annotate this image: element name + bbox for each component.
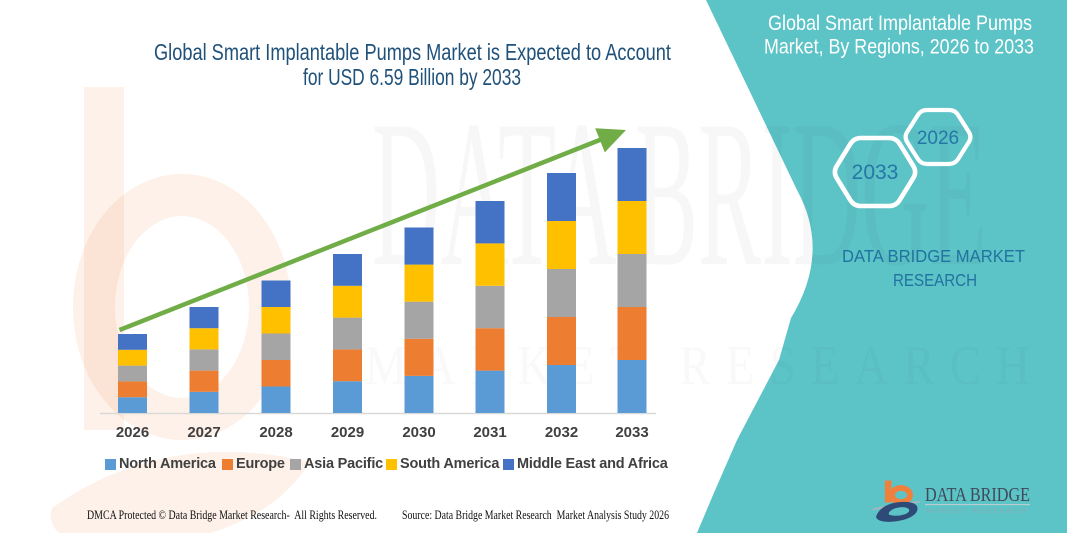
svg-text:Market, By Regions, 2026 to 20: Market, By Regions, 2026 to 2033 xyxy=(764,36,1034,59)
svg-text:MARKET RESEARCH: MARKET RESEARCH xyxy=(927,508,1029,515)
svg-text:2026: 2026 xyxy=(917,128,959,149)
svg-text:Source: Data Bridge Market Res: Source: Data Bridge Market Research Mark… xyxy=(402,508,669,522)
svg-text:RESEARCH: RESEARCH xyxy=(893,270,977,290)
svg-text:DMCA Protected © Data Bridge M: DMCA Protected © Data Bridge Market Rese… xyxy=(87,508,377,522)
svg-text:DATA BRIDGE: DATA BRIDGE xyxy=(925,485,1030,506)
svg-text:Global Smart Implantable Pumps: Global Smart Implantable Pumps xyxy=(768,12,1032,35)
svg-text:Global Smart Implantable Pumps: Global Smart Implantable Pumps Market is… xyxy=(154,39,671,65)
svg-text:2033: 2033 xyxy=(852,161,899,184)
svg-text:for USD 6.59 Billion by 2033: for USD 6.59 Billion by 2033 xyxy=(303,64,521,90)
svg-text:DATA BRIDGE MARKET: DATA BRIDGE MARKET xyxy=(842,246,1025,266)
